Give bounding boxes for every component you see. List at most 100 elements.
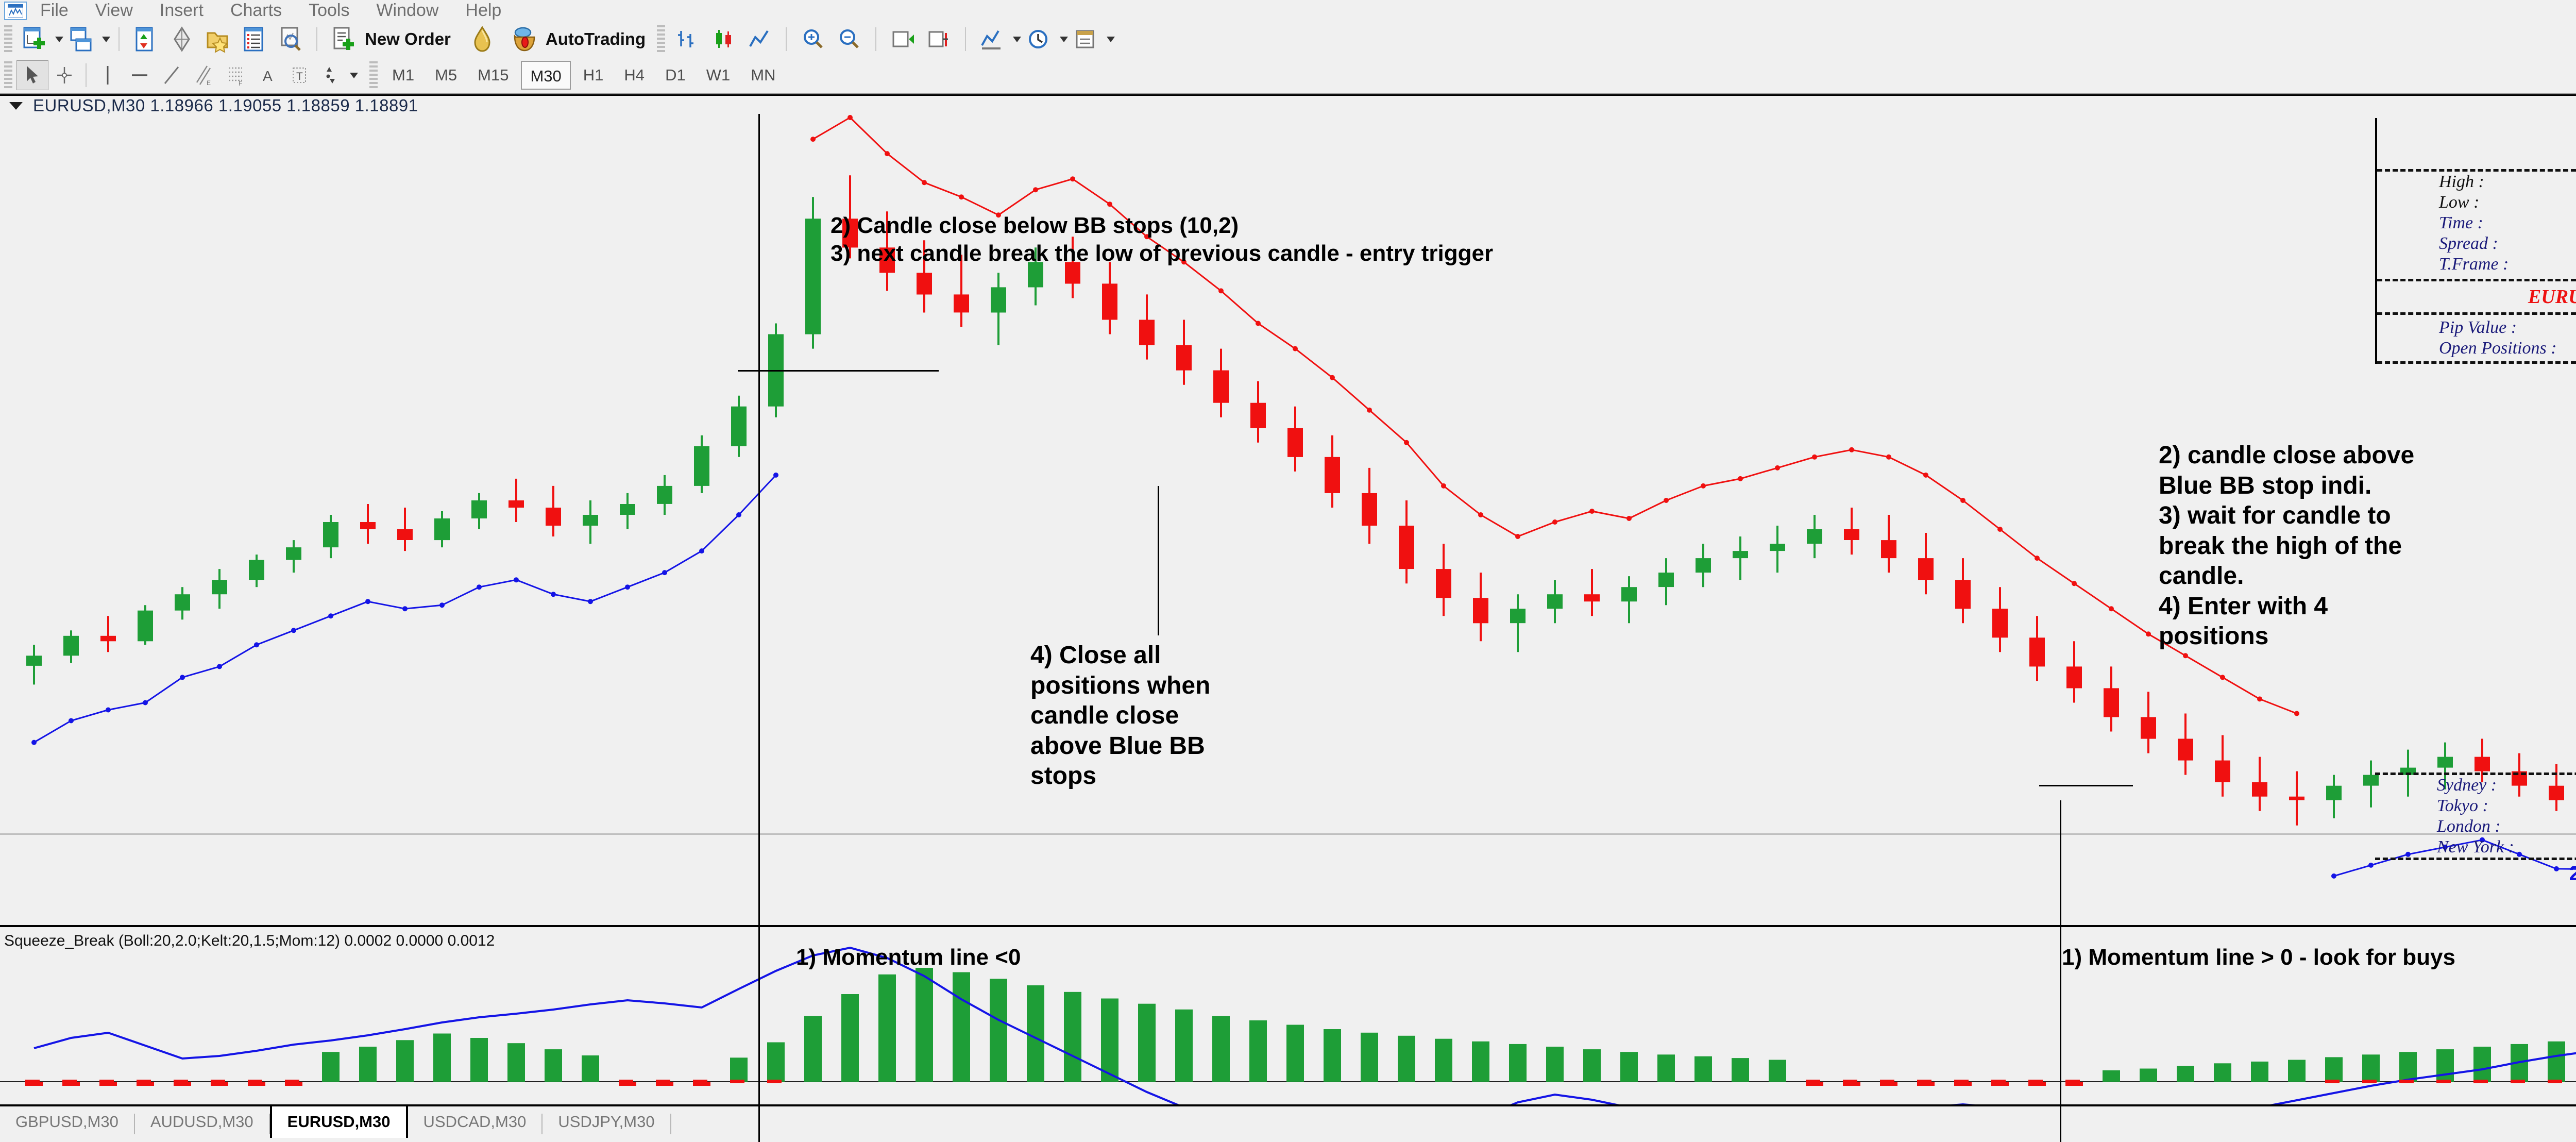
info-row-pipvalue: Pip Value : 12.68 bbox=[2377, 315, 2576, 338]
timeframe-m30[interactable]: M30 bbox=[521, 61, 571, 90]
new-order-label[interactable]: New Order bbox=[365, 29, 451, 48]
menu-item-view[interactable]: View bbox=[95, 1, 133, 20]
zoom-out-icon[interactable] bbox=[831, 24, 867, 54]
indicators-dropdown-icon[interactable] bbox=[1013, 36, 1022, 42]
horizontal-line-icon[interactable] bbox=[124, 60, 156, 90]
trendline-icon[interactable] bbox=[156, 60, 188, 90]
timeframe-m1[interactable]: M1 bbox=[392, 66, 415, 84]
terminal-icon[interactable] bbox=[236, 24, 272, 54]
server-timestamp: 2017.08.31 12:28:12 bbox=[2569, 862, 2576, 885]
menu-item-file[interactable]: File bbox=[40, 1, 69, 20]
chart-tab-usdjpy[interactable]: USDJPY,M30 bbox=[558, 1113, 655, 1131]
info-label-timeframe: T.Frame : bbox=[2439, 255, 2509, 274]
vertical-marker-mid[interactable] bbox=[1158, 486, 1159, 635]
chart-title-bar: EURUSD,M30 1.18966 1.19055 1.18859 1.188… bbox=[0, 94, 2576, 115]
svg-text:E: E bbox=[207, 79, 211, 87]
toolbar-grip-2[interactable] bbox=[657, 25, 666, 53]
info-label-spread: Spread : bbox=[2439, 234, 2498, 253]
arrows-dropdown-icon[interactable] bbox=[350, 72, 358, 78]
auto-scroll-icon[interactable] bbox=[885, 24, 921, 54]
arrows-icon[interactable] bbox=[315, 60, 347, 90]
vertical-line-icon[interactable] bbox=[92, 60, 124, 90]
new-chart-dropdown-icon[interactable] bbox=[55, 36, 63, 42]
sessions-divider-bottom bbox=[2375, 858, 2576, 860]
info-row-time: Time : 1:48 bbox=[2377, 213, 2576, 233]
cursor-icon[interactable] bbox=[16, 60, 48, 90]
info-label-pipvalue: Pip Value : bbox=[2439, 318, 2517, 337]
svg-text:A: A bbox=[263, 68, 273, 84]
timeframe-mn[interactable]: MN bbox=[751, 66, 776, 84]
annotation-right: 2) candle close above Blue BB stop indi.… bbox=[2159, 442, 2415, 650]
sessions-panel: Sydney : Closed! Tokyo : Closed! London … bbox=[2375, 772, 2576, 902]
chart-shift-icon[interactable] bbox=[921, 24, 957, 54]
data-window-icon[interactable] bbox=[164, 24, 200, 54]
price-candles-svg bbox=[26, 115, 2576, 879]
horizontal-marker-right[interactable] bbox=[2039, 785, 2133, 786]
autotrading-icon[interactable] bbox=[506, 24, 543, 54]
new-order-button[interactable] bbox=[326, 24, 362, 54]
info-big-price: 1.18890 bbox=[2377, 118, 2576, 169]
info-plus-brand: Info Plus bbox=[2375, 885, 2576, 902]
timeframe-h1[interactable]: H1 bbox=[583, 66, 604, 84]
horizontal-marker-left[interactable] bbox=[738, 370, 939, 372]
menu-item-insert[interactable]: Insert bbox=[159, 1, 204, 20]
info-divider-1 bbox=[2377, 169, 2576, 172]
price-plot[interactable] bbox=[0, 114, 2576, 923]
chart-tab-usdcad[interactable]: USDCAD,M30 bbox=[423, 1113, 527, 1131]
info-symbol: EURUSD bbox=[2528, 286, 2576, 308]
fibonacci-retracement-icon[interactable]: F bbox=[219, 60, 251, 90]
autotrading-label[interactable]: AutoTrading bbox=[545, 29, 646, 48]
menu-item-tools[interactable]: Tools bbox=[309, 1, 350, 20]
menu-item-help[interactable]: Help bbox=[465, 1, 502, 20]
menu-item-window[interactable]: Window bbox=[376, 1, 439, 20]
vertical-crosshair-right[interactable] bbox=[2060, 800, 2061, 1142]
text-label-icon[interactable]: T bbox=[283, 60, 315, 90]
chart-tab-audusd[interactable]: AUDUSD,M30 bbox=[150, 1113, 253, 1131]
info-label-time: Time : bbox=[2439, 213, 2483, 232]
periods-dropdown-icon[interactable] bbox=[1060, 36, 1069, 42]
linebar-grip[interactable] bbox=[4, 61, 12, 89]
equidistant-channel-icon[interactable]: E bbox=[188, 60, 219, 90]
info-row-low: Low : 1.18668 bbox=[2377, 192, 2576, 213]
info-row-high: High : 1.19055 bbox=[2377, 172, 2576, 192]
menu-bar: File View Insert Charts Tools Window Hel… bbox=[0, 0, 2576, 22]
zoom-in-icon[interactable] bbox=[795, 24, 831, 54]
timeframe-m15[interactable]: M15 bbox=[478, 66, 509, 84]
timeframe-h4[interactable]: H4 bbox=[624, 66, 645, 84]
line-studies-toolbar: E F A T M1 M5 M15 M30 H1 H4 D1 W bbox=[0, 57, 2576, 94]
profiles-icon[interactable] bbox=[63, 24, 99, 54]
sessions-box: Sydney : Closed! Tokyo : Closed! London … bbox=[2375, 772, 2576, 902]
candlestick-icon[interactable] bbox=[705, 24, 741, 54]
new-chart-icon[interactable] bbox=[16, 24, 53, 54]
metaeditor-icon[interactable] bbox=[464, 24, 500, 54]
chart-tab-bar: GBPUSD,M30 AUDUSD,M30 EURUSD,M30 USDCAD,… bbox=[0, 1104, 2576, 1142]
toolbar-grip[interactable] bbox=[4, 25, 12, 53]
chart-tab-eurusd[interactable]: EURUSD,M30 bbox=[269, 1106, 408, 1138]
crosshair-icon[interactable] bbox=[48, 60, 80, 90]
timeframe-d1[interactable]: D1 bbox=[665, 66, 686, 84]
info-row-timeframe: T.Frame : M30 bbox=[2377, 254, 2576, 275]
profiles-dropdown-icon[interactable] bbox=[102, 36, 110, 42]
periods-icon[interactable] bbox=[1021, 24, 1057, 54]
vertical-crosshair-left[interactable] bbox=[758, 114, 760, 1142]
line-chart-icon[interactable] bbox=[741, 24, 777, 54]
app-logo-icon bbox=[4, 1, 27, 20]
indicators-icon[interactable] bbox=[974, 24, 1010, 54]
annotation-sub-left: 1) Momentum line <0 bbox=[796, 945, 1021, 970]
chart-menu-arrow-icon[interactable] bbox=[9, 102, 23, 110]
timeframe-m5[interactable]: M5 bbox=[435, 66, 457, 84]
text-icon[interactable]: A bbox=[251, 60, 283, 90]
strategy-tester-icon[interactable] bbox=[272, 24, 308, 54]
timeframe-grip[interactable] bbox=[369, 61, 378, 89]
timeframe-w1[interactable]: W1 bbox=[706, 66, 731, 84]
main-toolbar: New Order AutoTrading bbox=[0, 21, 2576, 58]
templates-icon[interactable] bbox=[1068, 24, 1104, 54]
templates-dropdown-icon[interactable] bbox=[1107, 36, 1115, 42]
market-watch-icon[interactable] bbox=[128, 24, 164, 54]
toolbar-separator-4 bbox=[875, 27, 877, 51]
bar-chart-icon[interactable] bbox=[669, 24, 705, 54]
navigator-icon[interactable] bbox=[200, 24, 236, 54]
chart-tab-gbpusd[interactable]: GBPUSD,M30 bbox=[15, 1113, 118, 1131]
menu-item-charts[interactable]: Charts bbox=[230, 1, 282, 20]
